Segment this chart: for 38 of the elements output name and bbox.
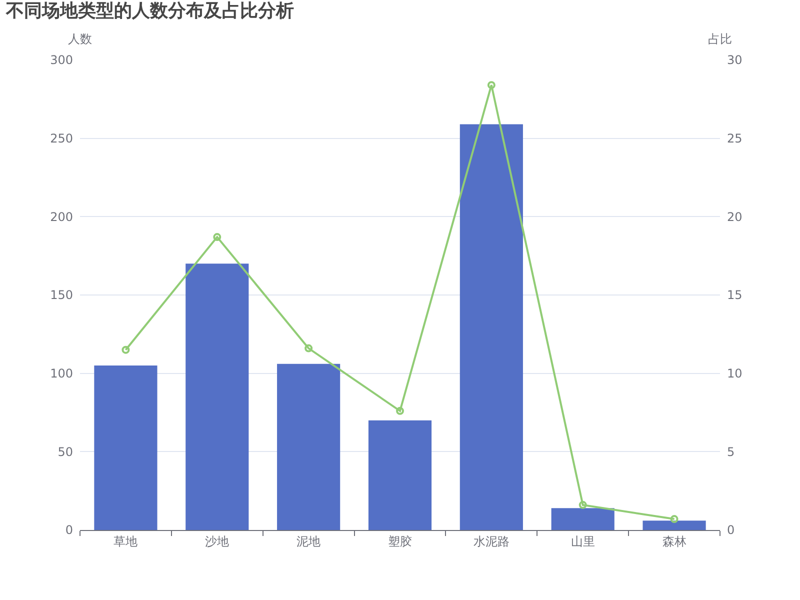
x-tick-label: 泥地 — [296, 534, 321, 548]
bar — [460, 124, 523, 530]
bar — [277, 364, 340, 530]
y-tick-label: 200 — [50, 210, 73, 224]
y2-tick-label: 25 — [727, 132, 742, 146]
x-tick-label: 森林 — [662, 534, 686, 548]
y-tick-label: 50 — [58, 444, 73, 459]
y2-tick-label: 5 — [727, 444, 735, 459]
bar — [642, 520, 706, 530]
point — [304, 344, 313, 352]
y2-tick-label: 20 — [727, 210, 742, 224]
y-tick-label: 150 — [50, 288, 73, 302]
bar — [368, 420, 432, 530]
x-tick-label: 山里 — [570, 534, 595, 548]
x-tick-label: 沙地 — [205, 534, 230, 548]
x-tick-label: 塑胶 — [388, 534, 412, 548]
bar — [551, 508, 614, 530]
y-axis-title: 人数 — [68, 32, 92, 46]
x-tick-label: 水泥路 — [473, 534, 510, 548]
y2-tick-label: 30 — [727, 53, 742, 68]
y-tick-label: 250 — [50, 132, 73, 146]
y-tick-label: 300 — [50, 53, 73, 68]
point — [487, 81, 496, 90]
y2-axis-title: 占比 — [708, 32, 732, 46]
x-tick-label: 草地 — [114, 534, 138, 548]
y2-tick-label: 10 — [727, 366, 742, 381]
bar — [94, 366, 158, 530]
y-tick-label: 100 — [50, 366, 73, 381]
bar — [186, 264, 249, 530]
y2-tick-label: 15 — [727, 288, 742, 302]
y2-tick-label: 0 — [727, 523, 735, 538]
point — [670, 515, 678, 524]
chart-title: 不同场地类型的人数分布及占比分析 — [5, 0, 294, 22]
point — [122, 346, 130, 354]
point — [396, 406, 404, 415]
y-tick-label: 0 — [65, 523, 73, 538]
point — [213, 233, 222, 242]
point — [578, 500, 587, 509]
